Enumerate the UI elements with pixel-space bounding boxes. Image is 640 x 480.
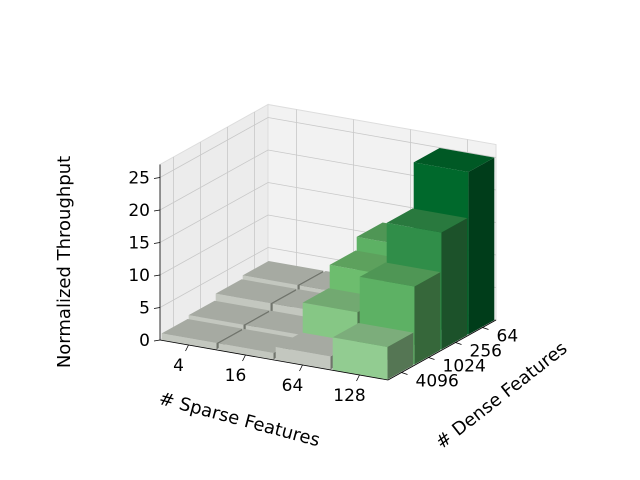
bar-top-face bbox=[413, 148, 495, 172]
bar-side-face bbox=[414, 272, 441, 365]
z-tick bbox=[153, 274, 161, 277]
y-tick bbox=[401, 372, 408, 375]
bar bbox=[332, 323, 414, 380]
bars bbox=[161, 148, 495, 380]
x-tick-label: 64 bbox=[282, 376, 304, 396]
x-tick-label: 4 bbox=[173, 356, 184, 376]
z-gridline bbox=[159, 117, 497, 178]
bar-front-face bbox=[332, 337, 388, 380]
z-tick bbox=[153, 242, 161, 244]
bar-top-face bbox=[188, 300, 270, 325]
y-tick-label: 4096 bbox=[416, 372, 459, 392]
x-tick bbox=[356, 374, 360, 382]
bar-side-face bbox=[441, 218, 468, 350]
bar-front-face bbox=[161, 333, 217, 350]
bar-side-face bbox=[387, 332, 414, 380]
bar-top-face bbox=[215, 279, 297, 304]
x-tick-label: 16 bbox=[225, 366, 247, 386]
bar-top-face bbox=[332, 323, 414, 347]
y-tick-label: 256 bbox=[470, 342, 502, 362]
z-axis-label: Normalized Throughput bbox=[54, 156, 75, 368]
x-axis-label: # Sparse Features bbox=[157, 388, 322, 451]
x-axis-line bbox=[159, 339, 389, 381]
z-tick bbox=[153, 307, 161, 309]
x-tick bbox=[185, 344, 189, 352]
x-tick bbox=[242, 354, 246, 362]
x-tick-label: 128 bbox=[333, 386, 365, 406]
bar-top-face bbox=[359, 262, 441, 287]
y-tick-label: 1024 bbox=[443, 357, 486, 377]
z-tick-label: 0 bbox=[139, 331, 150, 351]
z-tick-label: 25 bbox=[128, 169, 150, 189]
z-tick-label: 5 bbox=[139, 299, 150, 319]
bar-top-face bbox=[242, 261, 324, 285]
bar-top-face bbox=[161, 319, 243, 343]
z-tick-label: 10 bbox=[128, 266, 150, 286]
z-tick bbox=[153, 209, 161, 212]
y-tick bbox=[455, 342, 462, 345]
z-tick-label: 20 bbox=[128, 201, 150, 221]
x-tick bbox=[299, 364, 303, 372]
z-tick bbox=[153, 177, 161, 179]
y-tick-label: 64 bbox=[497, 327, 519, 347]
y-tick bbox=[482, 327, 489, 330]
y-axis-line bbox=[387, 319, 497, 381]
y-tick bbox=[428, 357, 435, 360]
bar-side-face bbox=[468, 157, 495, 335]
z-tick bbox=[153, 339, 161, 342]
z-tick-label: 15 bbox=[128, 234, 150, 254]
bar-front-face bbox=[218, 343, 274, 360]
bar-front-face bbox=[275, 346, 331, 370]
bar-top-face bbox=[386, 208, 468, 233]
